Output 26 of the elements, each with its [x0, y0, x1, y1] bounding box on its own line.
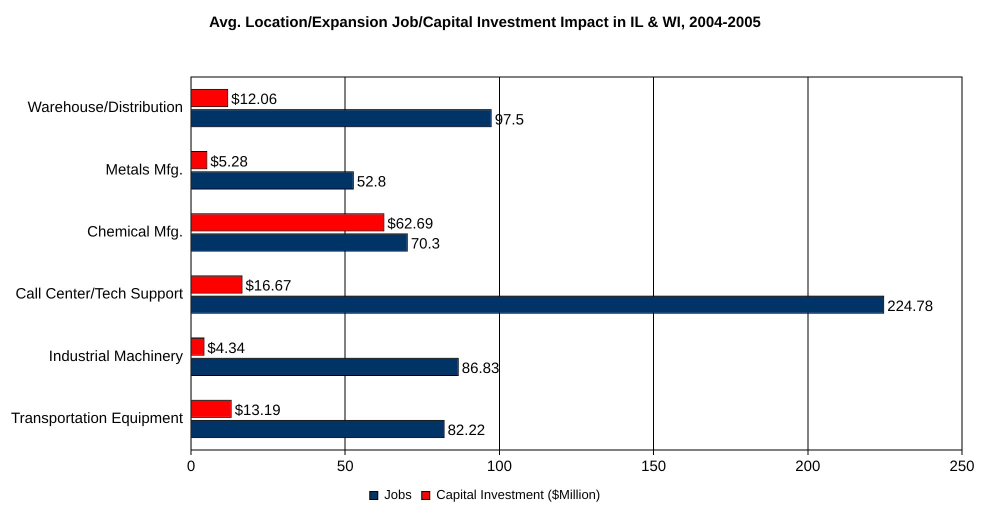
x-tick-label: 200 [795, 458, 820, 476]
data-label: $16.67 [245, 278, 292, 295]
data-label: 52.8 [356, 173, 386, 190]
x-tick-label: 100 [486, 458, 512, 476]
data-label: 70.3 [410, 236, 440, 253]
x-tick-label: 0 [186, 458, 196, 476]
y-tick-label: Call Center/Tech Support [15, 286, 184, 303]
y-tick-label: Chemical Mfg. [87, 224, 184, 241]
data-label: $62.69 [387, 215, 434, 232]
y-tick-label: Warehouse/Distribution [28, 99, 184, 116]
data-label: $5.28 [210, 153, 248, 170]
data-label: $13.19 [234, 402, 281, 419]
data-label: $4.34 [207, 340, 245, 357]
y-tick-label: Industrial Machinery [48, 348, 184, 365]
data-label: $12.06 [231, 91, 278, 108]
y-tick-label: Transportation Equipment [10, 410, 184, 428]
x-tick-label: 150 [641, 458, 666, 476]
x-tick-label: 250 [949, 458, 975, 476]
data-label: 82.22 [448, 422, 486, 440]
legend-label: Capital Investment ($Million) [436, 487, 600, 502]
data-label: 224.78 [887, 298, 934, 315]
chart-title: Avg. Location/Expansion Job/Capital Investment Impact in IL & WI, 2004-2005 [209, 14, 761, 32]
legend-label: Jobs [384, 487, 412, 502]
x-tick-label: 50 [336, 458, 354, 476]
y-tick-label: Metals Mfg. [106, 161, 184, 178]
data-label: 86.83 [462, 360, 500, 377]
